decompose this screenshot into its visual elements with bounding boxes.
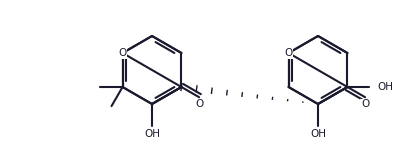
Text: OH: OH — [310, 129, 326, 139]
Text: OH: OH — [377, 82, 393, 92]
Text: OH: OH — [144, 129, 160, 139]
Text: O: O — [118, 48, 127, 58]
Text: O: O — [361, 99, 369, 109]
Text: O: O — [195, 99, 203, 109]
Text: O: O — [284, 48, 293, 58]
